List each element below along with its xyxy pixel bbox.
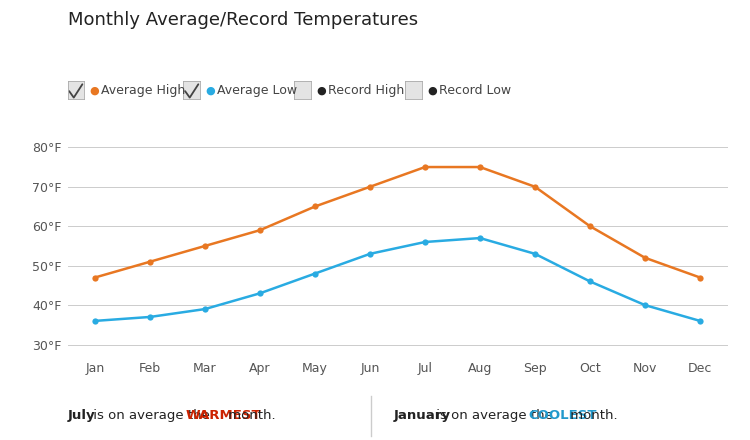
Text: is on average the: is on average the [89, 409, 214, 422]
Text: is on average the: is on average the [431, 409, 556, 422]
Text: Record High: Record High [328, 84, 404, 97]
Text: Monthly Average/Record Temperatures: Monthly Average/Record Temperatures [68, 11, 418, 29]
Text: ●: ● [89, 85, 99, 95]
Text: month.: month. [566, 409, 618, 422]
Text: Average Low: Average Low [217, 84, 297, 97]
Text: January: January [394, 409, 451, 422]
Text: Average High: Average High [101, 84, 185, 97]
Text: month.: month. [224, 409, 275, 422]
Text: Record Low: Record Low [439, 84, 511, 97]
Text: WARMEST: WARMEST [186, 409, 262, 422]
Text: ●: ● [206, 85, 215, 95]
Text: COOLEST: COOLEST [529, 409, 597, 422]
Text: ●: ● [316, 85, 326, 95]
Text: July: July [68, 409, 95, 422]
Text: ●: ● [427, 85, 436, 95]
